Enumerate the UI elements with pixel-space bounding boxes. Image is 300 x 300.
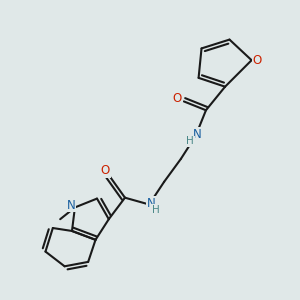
Text: N: N [67, 199, 76, 212]
Text: O: O [173, 92, 182, 105]
Text: H: H [187, 136, 194, 146]
Text: H: H [152, 205, 160, 215]
Text: N: N [192, 128, 201, 141]
Text: N: N [146, 197, 155, 210]
Text: O: O [252, 54, 262, 67]
Text: O: O [100, 164, 110, 177]
